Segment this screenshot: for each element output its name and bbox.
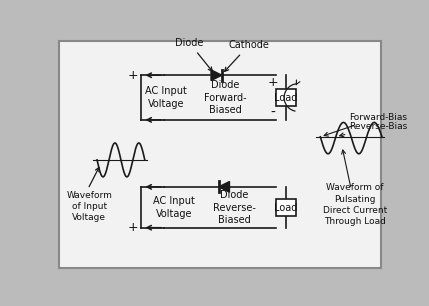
- Text: +: +: [127, 69, 138, 82]
- Text: +: +: [267, 76, 278, 89]
- Polygon shape: [211, 70, 222, 80]
- Text: Diode: Diode: [175, 38, 212, 71]
- Text: Forward-Bias: Forward-Bias: [324, 113, 407, 136]
- Text: Cathode: Cathode: [225, 40, 269, 71]
- Text: Load: Load: [274, 92, 297, 103]
- FancyBboxPatch shape: [276, 89, 296, 106]
- Text: +: +: [127, 221, 138, 234]
- FancyBboxPatch shape: [58, 41, 381, 268]
- FancyBboxPatch shape: [276, 199, 296, 216]
- Text: Waveform of
Pulsating
Direct Current
Through Load: Waveform of Pulsating Direct Current Thr…: [323, 183, 387, 226]
- Text: AC Input
Voltage: AC Input Voltage: [153, 196, 195, 219]
- Text: AC Input
Voltage: AC Input Voltage: [145, 86, 187, 109]
- Text: Reverse-Bias: Reverse-Bias: [340, 122, 407, 137]
- Text: Diode
Forward-
Biased: Diode Forward- Biased: [204, 80, 247, 115]
- Text: Diode
Reverse-
Biased: Diode Reverse- Biased: [213, 190, 256, 225]
- Text: Load: Load: [274, 203, 297, 213]
- Text: -: -: [270, 106, 275, 120]
- Text: Waveform
of Input
Voltage: Waveform of Input Voltage: [66, 191, 112, 222]
- Polygon shape: [219, 181, 230, 192]
